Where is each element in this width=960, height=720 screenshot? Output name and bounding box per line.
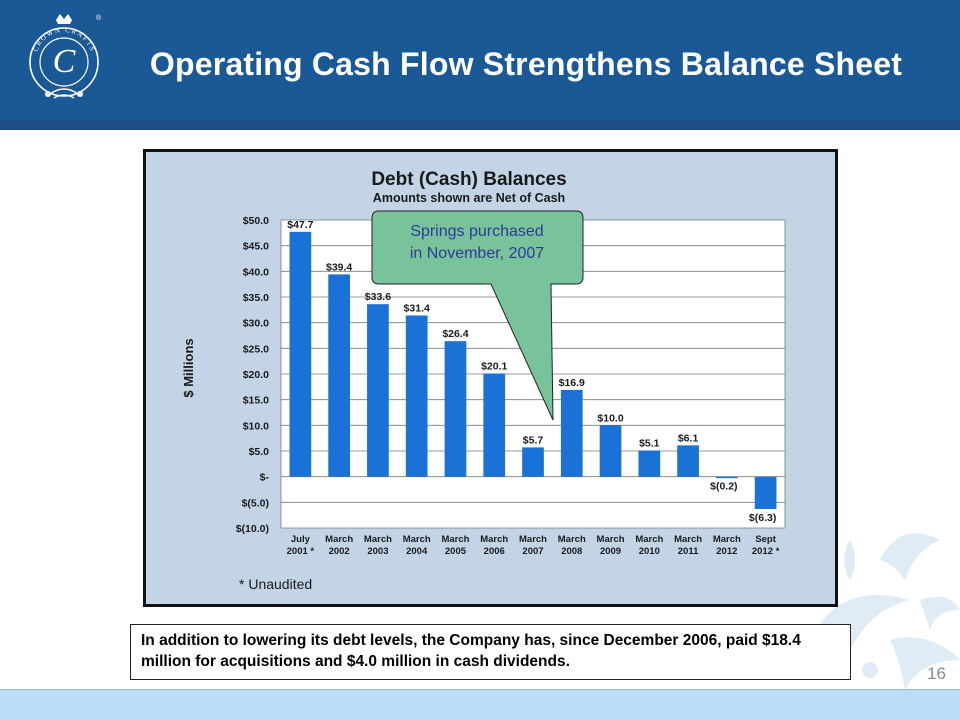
crown-crafts-logo: CROWN CRAFTS C ® bbox=[29, 14, 102, 99]
data-label: $39.4 bbox=[326, 261, 352, 273]
x-tick-label-month: March bbox=[364, 534, 392, 545]
x-tick-label-month: March bbox=[480, 534, 508, 545]
x-tick-label-year: 2008 bbox=[561, 546, 582, 557]
bar bbox=[328, 274, 351, 477]
data-label: $6.1 bbox=[678, 432, 699, 444]
x-tick-label-month: March bbox=[558, 534, 586, 545]
header-divider bbox=[0, 120, 960, 130]
x-tick-label-year: 2012 * bbox=[752, 546, 780, 557]
bar bbox=[677, 445, 699, 477]
y-tick-label: $- bbox=[260, 472, 270, 484]
y-tick-label: $10.0 bbox=[243, 420, 269, 432]
data-label: $(0.2) bbox=[710, 481, 737, 493]
y-tick-label: $30.0 bbox=[243, 318, 269, 330]
data-label: $(6.3) bbox=[749, 512, 776, 524]
data-label: $26.4 bbox=[442, 328, 468, 340]
x-tick-label-month: July bbox=[291, 534, 311, 545]
bar bbox=[444, 341, 467, 477]
x-tick-label-year: 2002 bbox=[329, 546, 350, 557]
bar bbox=[522, 447, 544, 477]
x-tick-label-year: 2011 bbox=[678, 546, 699, 557]
data-label: $47.7 bbox=[287, 219, 313, 231]
x-tick-label-year: 2005 bbox=[445, 546, 467, 557]
data-label: $5.1 bbox=[639, 437, 660, 449]
slide-title: Operating Cash Flow Strengthens Balance … bbox=[149, 46, 903, 82]
svg-text:C: C bbox=[53, 43, 76, 80]
x-tick-label-month: March bbox=[441, 534, 469, 545]
x-tick-label-month: March bbox=[403, 534, 431, 545]
bar bbox=[405, 315, 428, 477]
slide-header bbox=[0, 0, 960, 120]
chart-panel: $(10.0) $(5.0) $- $5.0 $10.0 $15.0 $20.0 $25.0 $… bbox=[143, 149, 838, 607]
y-tick-label: $50.0 bbox=[243, 215, 269, 227]
y-tick-label: $40.0 bbox=[243, 266, 269, 278]
data-label: $20.1 bbox=[481, 360, 507, 372]
x-tick-label-year: 2001 * bbox=[287, 546, 315, 557]
x-tick-label-month: March bbox=[519, 534, 547, 545]
data-label: $16.9 bbox=[559, 377, 585, 389]
chart-subtitle: Amounts shown are Net of Cash bbox=[373, 191, 565, 205]
x-tick-label-year: 2003 bbox=[367, 546, 388, 557]
bar bbox=[638, 450, 661, 477]
bar bbox=[754, 476, 777, 510]
callout-line-1: Springs purchased bbox=[410, 223, 543, 240]
bar bbox=[289, 231, 312, 477]
y-tick-label: $45.0 bbox=[243, 241, 269, 253]
callout-line-2: in November, 2007 bbox=[410, 245, 544, 262]
debt-balance-bar-chart: $(10.0) $(5.0) $- $5.0 $10.0 $15.0 $20.0 $25.0 $… bbox=[181, 169, 786, 592]
data-label: $31.4 bbox=[404, 302, 430, 314]
y-tick-label: $35.0 bbox=[243, 292, 269, 304]
slide-footer-band bbox=[0, 690, 960, 720]
x-tick-label-year: 2010 bbox=[639, 546, 660, 557]
y-tick-label: $(5.0) bbox=[242, 497, 269, 509]
y-axis-label: $ Millions bbox=[181, 338, 196, 397]
x-tick-label-year: 2006 bbox=[484, 546, 505, 557]
callout-bubble: Springs purchased in November, 2007 bbox=[371, 210, 584, 421]
page-number: 16 bbox=[927, 664, 946, 683]
y-tick-label: $(10.0) bbox=[236, 523, 269, 535]
x-tick-label-year: 2009 bbox=[600, 546, 621, 557]
bar bbox=[560, 389, 583, 477]
x-tick-label-month: March bbox=[713, 534, 741, 545]
acquisitions-dividends-note: In addition to lowering its debt levels,… bbox=[130, 624, 851, 680]
data-label: $10.0 bbox=[597, 412, 623, 424]
bar bbox=[715, 476, 738, 479]
unaudited-footnote: * Unaudited bbox=[239, 576, 312, 592]
x-tick-label-month: March bbox=[325, 534, 353, 545]
x-tick-label-month: March bbox=[635, 534, 663, 545]
svg-text:®: ® bbox=[96, 14, 102, 22]
chart-title: Debt (Cash) Balances bbox=[371, 169, 566, 190]
callout-shape bbox=[371, 210, 584, 421]
y-tick-label: $15.0 bbox=[243, 395, 269, 407]
x-tick-label-month: Sept bbox=[755, 534, 776, 545]
bar bbox=[599, 425, 622, 477]
bar bbox=[367, 304, 389, 477]
x-tick-label-month: March bbox=[674, 534, 702, 545]
data-label: $33.6 bbox=[365, 291, 391, 303]
x-tick-label-year: 2007 bbox=[522, 546, 543, 557]
bar bbox=[483, 373, 506, 477]
y-tick-label: $5.0 bbox=[249, 446, 270, 458]
y-tick-label: $25.0 bbox=[243, 343, 269, 355]
data-label: $5.7 bbox=[523, 434, 544, 446]
y-tick-label: $20.0 bbox=[243, 369, 269, 381]
x-tick-label-month: March bbox=[597, 534, 625, 545]
x-tick-label-year: 2012 bbox=[716, 546, 737, 557]
x-tick-label-year: 2004 bbox=[406, 546, 428, 557]
